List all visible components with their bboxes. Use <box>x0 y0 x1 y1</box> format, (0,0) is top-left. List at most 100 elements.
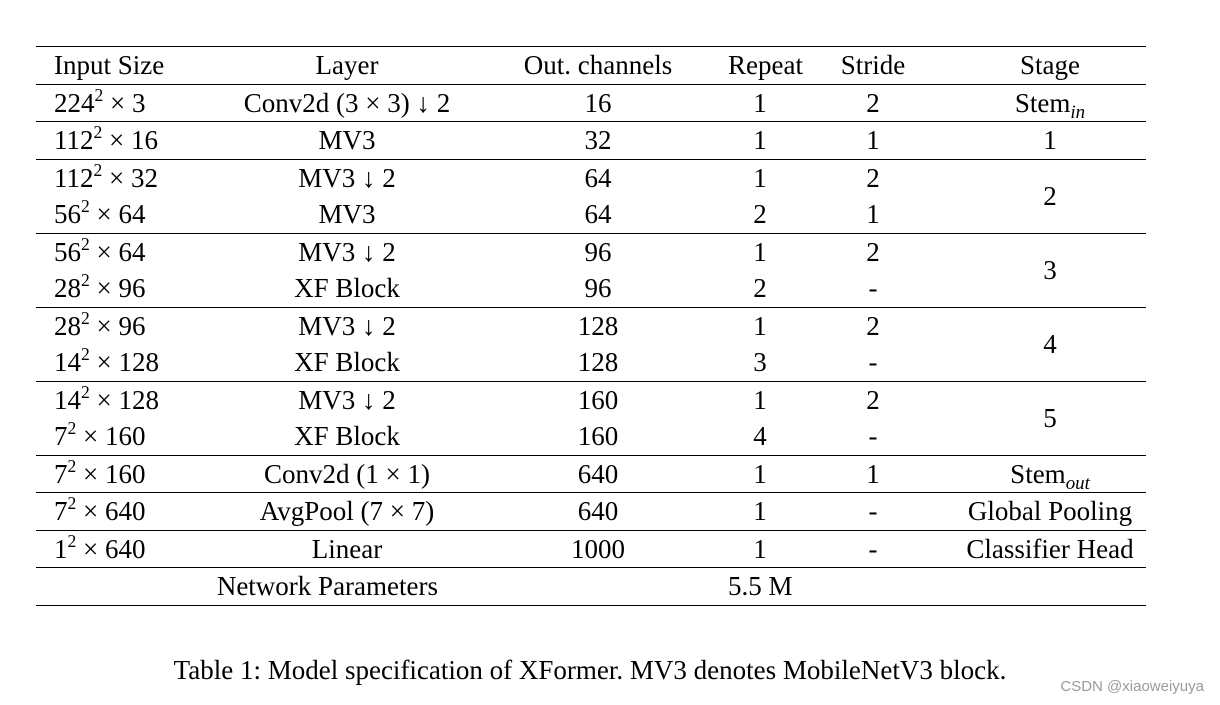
size-base: 112 <box>54 125 94 156</box>
cell-stride: 1 <box>866 199 880 230</box>
cell-repeat: 2 <box>753 199 767 230</box>
cell-input-size: 142 × 128 <box>36 381 226 418</box>
size-rest: × 32 <box>102 162 158 193</box>
cell-stage: Stemout <box>954 455 1146 493</box>
cell-input-size: 2242 × 3 <box>36 84 226 122</box>
size-base: 112 <box>54 162 94 193</box>
size-rest: × 160 <box>76 421 146 452</box>
stage-label: Stem <box>1010 458 1066 489</box>
size-base: 14 <box>54 347 81 378</box>
cell-layer: MV3 ↓ 2 <box>298 310 396 341</box>
cell-repeat: 1 <box>753 310 767 341</box>
size-base: 14 <box>54 384 81 415</box>
size-exponent: 2 <box>93 122 103 143</box>
cell-repeat: 1 <box>753 125 767 156</box>
watermark: CSDN @xiaoweiyuya <box>1060 678 1204 695</box>
cell-input-size: 1122 × 32 <box>36 159 226 196</box>
network-parameters-label: Network Parameters <box>216 571 438 602</box>
table-caption: Table 1: Model specification of XFormer.… <box>173 655 1007 685</box>
stage-subscript: out <box>1065 472 1090 494</box>
stage-group: 12 × 640 Linear 1000 1- Classifier Head <box>36 530 1146 568</box>
stage-label: 4 <box>1043 329 1057 359</box>
cell-stride: - <box>868 496 878 527</box>
cell-input-size: 12 × 640 <box>36 530 226 568</box>
cell-repeat: 3 <box>753 347 767 378</box>
cell-repeat: 1 <box>753 384 767 415</box>
cell-out-channels: 160 <box>577 384 619 415</box>
cell-layer: MV3 <box>318 125 376 156</box>
cell-out-channels: 32 <box>584 125 612 156</box>
cell-layer: XF Block <box>294 347 400 378</box>
table-row: 142 × 128 XF Block 128 3 - <box>36 344 1146 381</box>
size-exponent: 2 <box>81 381 90 402</box>
size-rest: × 128 <box>89 347 159 378</box>
cell-out-channels: 128 <box>577 310 619 341</box>
cell-stage: Stemin <box>954 84 1146 122</box>
cell-layer: AvgPool (7 × 7) <box>259 496 435 527</box>
cell-input-size: 72 × 160 <box>36 455 226 493</box>
cell-out-channels: 64 <box>584 162 612 193</box>
size-exponent: 2 <box>67 493 77 514</box>
cell-input-size: 282 × 96 <box>36 270 226 307</box>
model-spec-table: Input Size Layer Out. channels Repeat St… <box>36 46 1146 606</box>
size-base: 56 <box>54 236 81 267</box>
stage-label: Stem <box>1014 87 1071 118</box>
cell-stride: - <box>868 421 878 452</box>
size-rest: × 16 <box>102 125 158 156</box>
stage-label: Classifier Head <box>966 533 1134 564</box>
stage-group: 2242 × 3 Conv2d (3 × 3) ↓ 2 16 1 2 Stemin <box>36 84 1146 122</box>
stage-label: 1 <box>1043 125 1057 156</box>
size-base: 7 <box>54 421 68 452</box>
size-rest: × 3 <box>103 87 146 118</box>
table-header: Input Size Layer Out. channels Repeat St… <box>36 46 1146 84</box>
table-row: 1122 × 32 MV3 ↓ 2 64 1 2 2 <box>36 159 1146 211</box>
cell-repeat: 2 <box>753 273 767 304</box>
stage-group: 1122 × 16 MV3 32 1 1 1 <box>36 122 1146 160</box>
cell-repeat: 1 <box>753 236 767 267</box>
size-rest: × 640 <box>76 533 146 564</box>
cell-input-size: 562 × 64 <box>36 233 226 270</box>
cell-stride: 1 <box>866 125 880 156</box>
cell-out-channels: 96 <box>584 236 612 267</box>
table-row: 72 × 160 Conv2d (1 × 1) 640 1 1 Stemout <box>36 455 1146 493</box>
cell-stage: 1 <box>954 122 1146 160</box>
cell-stride: - <box>868 533 878 564</box>
size-rest: × 160 <box>76 458 146 489</box>
size-exponent: 2 <box>81 307 90 328</box>
stage-group: 562 × 64 MV3 ↓ 2 96 1 2 3 282 × 96 XF Block 96 2- <box>36 233 1146 307</box>
header-out-channels: Out. channels <box>523 50 673 81</box>
stage-label: 2 <box>1043 181 1057 211</box>
cell-out-channels: 128 <box>577 347 619 378</box>
size-rest: × 640 <box>76 496 146 527</box>
cell-stage: 5 <box>954 381 1146 455</box>
cell-layer: MV3 ↓ 2 <box>298 236 396 267</box>
stage-label: 3 <box>1043 255 1057 285</box>
size-base: 224 <box>54 87 95 118</box>
network-parameters-row: Network Parameters 5.5 M <box>36 568 1146 606</box>
cell-repeat: 1 <box>753 162 767 193</box>
size-exponent: 2 <box>93 159 103 180</box>
cell-repeat: 1 <box>753 87 767 118</box>
cell-out-channels: 64 <box>584 199 612 230</box>
cell-stride: 2 <box>866 87 880 118</box>
cell-layer: Conv2d (1 × 1) <box>264 458 430 489</box>
cell-layer: XF Block <box>294 273 400 304</box>
size-exponent: 2 <box>81 270 90 291</box>
size-rest: × 64 <box>89 199 146 230</box>
stage-group: 282 × 96 MV3 ↓ 2 128 1 2 4 142 × 128 XF Block 12… <box>36 307 1146 381</box>
cell-stride: - <box>868 273 878 304</box>
table-row: 142 × 128 MV3 ↓ 2 160 1 2 5 <box>36 381 1146 433</box>
size-base: 28 <box>54 310 81 341</box>
cell-out-channels: 16 <box>584 87 612 118</box>
cell-stride: 1 <box>866 458 880 489</box>
size-exponent: 2 <box>81 344 90 365</box>
table-row: 72 × 640 AvgPool (7 × 7) 640 1 - Global Pooli… <box>36 493 1146 531</box>
cell-stage: 2 <box>954 159 1146 233</box>
stage-label: Global Pooling <box>967 496 1133 527</box>
cell-repeat: 1 <box>753 533 767 564</box>
stage-group: 1122 × 32 MV3 ↓ 2 64 1 2 2 562 × 64 MV3 64 2 1 <box>36 159 1146 233</box>
cell-input-size: 142 × 128 <box>36 344 226 381</box>
table-row: 282 × 96 XF Block 96 2- <box>36 270 1146 307</box>
header-input-size: Input Size <box>54 50 165 81</box>
network-parameters-value: 5.5 M <box>728 571 793 602</box>
